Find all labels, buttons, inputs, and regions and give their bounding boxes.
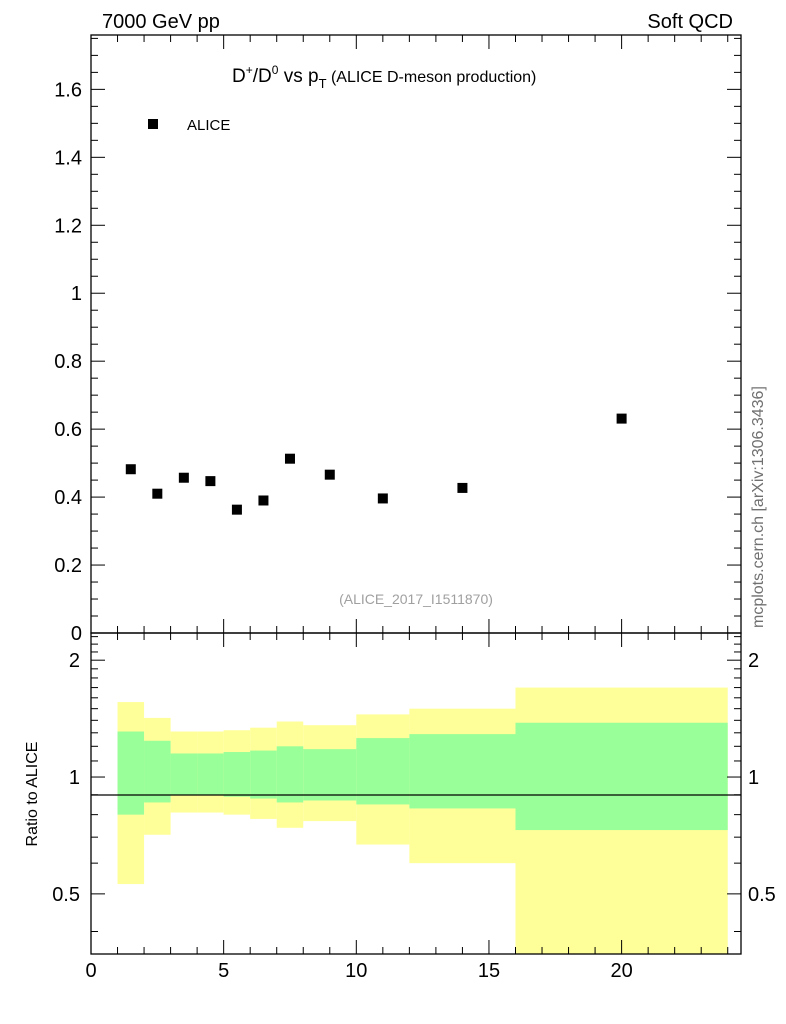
x-tick-label: 0	[85, 960, 96, 982]
data-point	[616, 413, 627, 424]
y-tick-label: 0.2	[54, 555, 82, 577]
data-point	[284, 453, 295, 464]
axis-tick-labels: 0 5 10 15 20 0 0.2 0.4 0.6 0.8 1 1.2 1.4 1.6 0.5 0.5 1 1 2…	[52, 79, 776, 982]
y-tick-label: 1	[71, 283, 82, 305]
data-point	[152, 488, 163, 499]
chart-title: D+/D0 vs pT (ALICE D-meson production)	[232, 63, 536, 91]
side-label: mcplots.cern.ch [arXiv:1306.3436]	[750, 386, 767, 628]
x-tick-label: 15	[478, 960, 500, 982]
ratio-inner-band-bin	[515, 722, 728, 831]
data-point	[178, 472, 189, 483]
ratio-inner-band-bin	[409, 734, 516, 809]
data-point	[457, 482, 468, 493]
ratio-y-tick-label-right: 2	[748, 650, 759, 672]
ratio-y-tick-label-left: 0.5	[52, 884, 80, 906]
ratio-y-tick-label-right: 1	[748, 767, 759, 789]
ratio-plot-frame	[90, 632, 742, 955]
y-tick-label: 0.8	[54, 351, 82, 373]
ratio-y-tick-label-left: 2	[69, 650, 80, 672]
ratio-inner-band-bin	[144, 740, 171, 803]
x-tick-label: 5	[218, 960, 229, 982]
axis-ticks	[90, 35, 741, 954]
ratio-y-axis-label: Ratio to ALICE	[24, 742, 41, 847]
ratio-inner-band-bin	[170, 753, 198, 795]
y-tick-label: 0.6	[54, 419, 82, 441]
y-tick-label: 1.6	[54, 79, 82, 101]
ratio-inner-band-bin	[223, 752, 251, 797]
legend-label-alice: ALICE	[187, 117, 230, 134]
ratio-inner-band-bin	[303, 749, 357, 801]
data-point	[205, 476, 216, 487]
ratio-y-tick-label-left: 1	[69, 767, 80, 789]
data-point	[258, 495, 269, 506]
x-tick-label: 20	[610, 960, 632, 982]
y-tick-label: 0.4	[54, 487, 82, 509]
x-tick-label: 10	[345, 960, 367, 982]
alice-data-points	[125, 413, 627, 515]
ratio-inner-band-bin	[197, 753, 224, 795]
header-left: 7000 GeV pp	[102, 11, 220, 33]
ratio-inner-band-bin	[276, 746, 304, 803]
legend-marker-alice	[148, 119, 158, 129]
y-tick-label: 1.4	[54, 147, 82, 169]
ratio-inner-band-bin	[117, 731, 145, 815]
ratio-inner-band-bin	[356, 738, 410, 805]
data-point	[125, 464, 136, 475]
ratio-inner-band-bin	[250, 750, 277, 799]
analysis-watermark: (ALICE_2017_I1511870)	[339, 591, 493, 607]
header-right: Soft QCD	[647, 11, 733, 33]
ratio-y-tick-label-right: 0.5	[748, 884, 776, 906]
data-point	[377, 493, 388, 504]
y-tick-label: 0	[71, 623, 82, 645]
data-point	[324, 469, 335, 480]
data-point	[231, 504, 242, 515]
ratio-inner-band	[117, 722, 728, 831]
y-tick-label: 1.2	[54, 215, 82, 237]
